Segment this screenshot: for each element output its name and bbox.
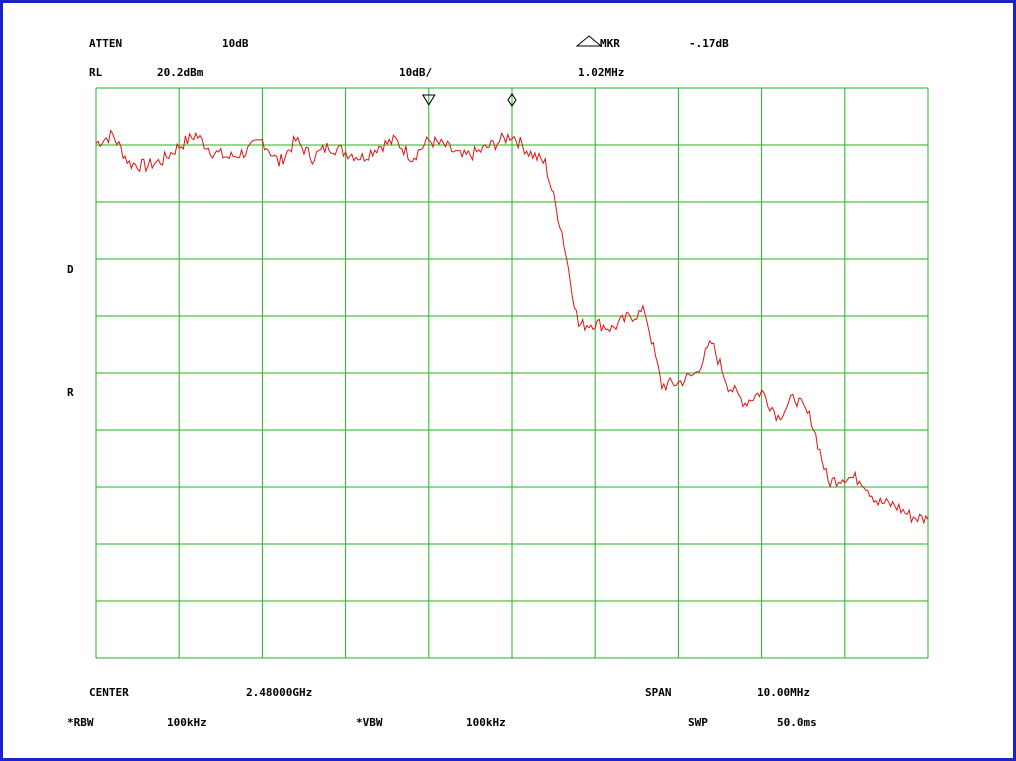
swp-value: 50.0ms [777, 716, 817, 729]
center-label: CENTER [89, 686, 129, 699]
spectrum-trace [95, 129, 929, 525]
atten-label: ATTEN [89, 37, 123, 50]
vbw-label: *VBW [356, 716, 383, 729]
marker-freq: 1.02MHz [578, 66, 625, 79]
marker-value: -.17dB [689, 37, 729, 50]
center-value: 2.48000GHz [246, 686, 313, 699]
side-label-d: D [67, 263, 74, 276]
swp-label: SWP [688, 716, 708, 729]
atten-value: 10dB [222, 37, 249, 50]
graticule [95, 87, 929, 659]
rl-label: RL [89, 66, 103, 79]
vbw-value: 100kHz [466, 716, 506, 729]
rbw-value: 100kHz [167, 716, 207, 729]
span-label: SPAN [645, 686, 672, 699]
marker-mode: MKR [600, 37, 620, 50]
rbw-label: *RBW [67, 716, 94, 729]
delta-marker-icon [507, 93, 517, 107]
side-label-r: R [67, 386, 74, 399]
reference-marker-icon [421, 94, 436, 106]
scale-per-div: 10dB/ [399, 66, 433, 79]
rl-value: 20.2dBm [157, 66, 204, 79]
span-value: 10.00MHz [757, 686, 810, 699]
